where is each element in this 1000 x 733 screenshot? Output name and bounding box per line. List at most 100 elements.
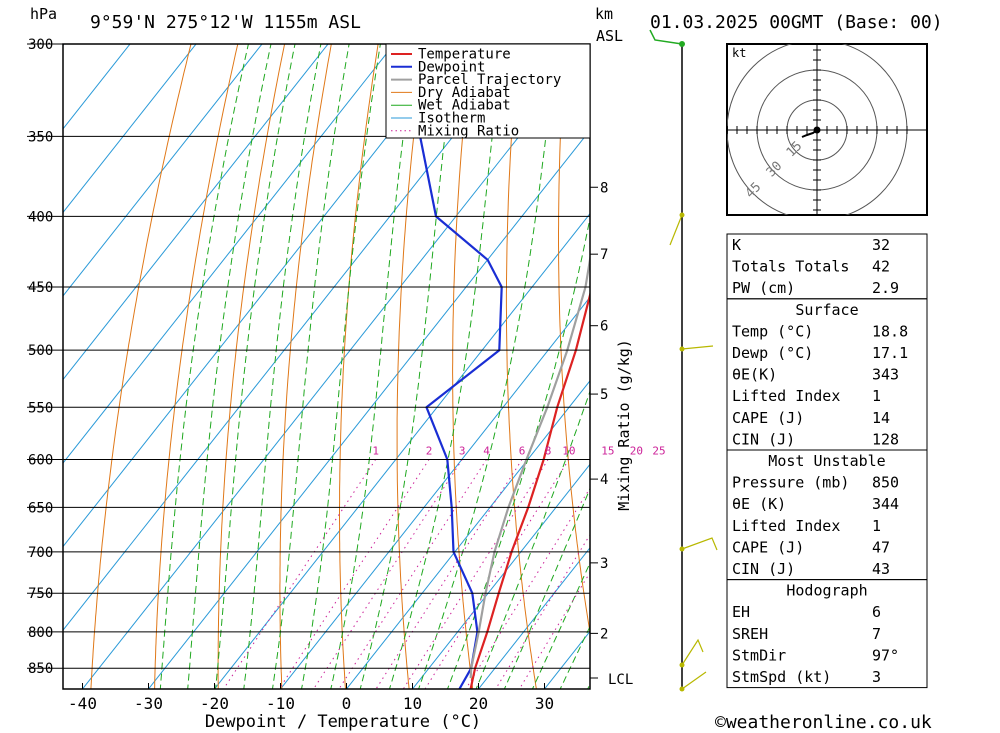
wet-adiabat-line	[388, 44, 504, 689]
indices-row-label: StmDir	[732, 646, 786, 664]
indices-row-label: K	[732, 236, 741, 254]
indices-row-value: 43	[872, 560, 890, 578]
pressure-label: 550	[28, 400, 53, 416]
dewpoint-profile-line	[406, 44, 503, 689]
wind-barb	[669, 214, 683, 246]
mixing-ratio-label: 20	[630, 444, 643, 457]
pressure-label: 650	[28, 500, 53, 516]
indices-section-title: Hodograph	[786, 582, 867, 600]
wet-adiabat-line	[330, 44, 417, 689]
lcl-label: LCL	[608, 672, 633, 688]
mixing-ratio-line	[278, 459, 430, 689]
legend-label: Wet Adiabat	[418, 98, 511, 114]
isotherm-line	[147, 129, 590, 689]
wet-adiabat-line	[418, 44, 557, 689]
axis-labels: 1 2 3 4 6 8 10 15 20 2530035040045050055060065070…	[27, 37, 666, 713]
height-tick-label: 6	[600, 319, 608, 335]
indices-row-label: Lifted Index	[732, 517, 840, 535]
indices-row-value: 7	[872, 625, 881, 643]
indices-row-label: EH	[732, 603, 750, 621]
legend-label: Mixing Ratio	[418, 123, 519, 139]
indices-table: K 32 Totals Totals 42 PW (cm) 2.9 Surface Temp …	[726, 233, 928, 689]
temperature-tick-label: -20	[200, 694, 229, 713]
indices-section-title: Surface	[795, 301, 858, 319]
indices-row-label: CIN (J)	[732, 430, 795, 448]
indices-row-value: 97°	[872, 646, 899, 664]
dry-adiabat-line	[936, 3, 1000, 703]
indices-row-value: 14	[872, 409, 890, 427]
pressure-label: 300	[28, 37, 53, 53]
temperature-profile-line	[469, 290, 590, 689]
isotherm-line	[213, 212, 590, 689]
dry-adiabat-line	[396, 44, 426, 689]
wet-adiabat-line	[159, 44, 249, 689]
wet-adiabat-line	[243, 44, 322, 689]
wind-barb	[649, 29, 683, 45]
wind-marker	[679, 662, 685, 668]
legend-label: Isotherm	[418, 111, 485, 127]
wind-barb	[681, 345, 714, 350]
indices-row-value: 32	[872, 236, 890, 254]
mixing-ratio-line	[518, 571, 590, 689]
indices-row-label: θE (K)	[732, 495, 786, 513]
dry-adiabat-line	[217, 44, 286, 689]
location-title: 9°59'N 275°12'W 1155m ASL	[90, 12, 361, 33]
indices-row-label: Pressure (mb)	[732, 474, 849, 492]
wind-barb	[681, 638, 704, 666]
indices-row-value: 128	[872, 430, 899, 448]
pressure-label: 450	[28, 280, 53, 296]
x-axis-label: Dewpoint / Temperature (°C)	[205, 712, 481, 732]
pressure-label: 750	[28, 586, 53, 602]
dry-adiabat-line	[658, 3, 731, 703]
wet-adiabat-line	[531, 561, 590, 689]
legend-label: Temperature	[418, 47, 511, 63]
dry-adiabat-line	[452, 44, 474, 689]
temperature-tick-label: 0	[342, 694, 352, 713]
wet-adiabat-line	[300, 44, 381, 689]
mixing-ratio-label: 8	[545, 444, 552, 457]
credit-text: ©weatheronline.co.uk	[715, 712, 932, 733]
indices-row-label: Temp (°C)	[732, 322, 813, 340]
dry-adiabat-line	[279, 44, 332, 689]
dry-adiabat-line	[90, 44, 192, 689]
datetime-title: 01.03.2025 00GMT (Base: 00)	[650, 12, 943, 33]
indices-row-label: CAPE (J)	[732, 409, 804, 427]
mixing-ratio-label: 6	[519, 444, 526, 457]
wind-barb	[681, 671, 707, 690]
wind-marker	[679, 212, 685, 218]
indices-row-label: θE(K)	[732, 366, 777, 384]
indices-row-label: CAPE (J)	[732, 538, 804, 556]
indices-row-label: PW (cm)	[732, 279, 795, 297]
wind-barb	[681, 537, 718, 551]
isotherm-line	[63, 44, 197, 214]
indices-section-title: Most Unstable	[768, 452, 885, 470]
pressure-label: 600	[28, 452, 53, 468]
indices-row-value: 1	[872, 387, 881, 405]
height-ref-label: ASL	[596, 27, 623, 45]
isotherm-line	[345, 379, 590, 689]
pressure-label: 850	[28, 661, 53, 677]
indices-row-value: 2.9	[872, 279, 899, 297]
indices-row-label: Totals Totals	[732, 258, 849, 276]
temperature-tick-label: 30	[535, 694, 554, 713]
mixing-ratio-line	[424, 459, 570, 689]
dry-adiabat-line	[981, 3, 1000, 703]
height-tick-label: 5	[600, 387, 608, 403]
temperature-tick-label: 20	[469, 694, 488, 713]
indices-row-value: 1	[872, 517, 881, 535]
mixing-ratio-label: 4	[483, 444, 490, 457]
wind-marker	[679, 686, 685, 692]
height-unit-label: km	[595, 5, 613, 23]
indices-row-value: 47	[872, 538, 890, 556]
indices-row-label: StmSpd (kt)	[732, 668, 831, 686]
indices-row-value: 17.1	[872, 344, 908, 362]
legend-label: Dewpoint	[418, 59, 485, 75]
dry-adiabat-line	[154, 44, 239, 689]
mixing-ratio-line	[338, 459, 487, 689]
temperature-tick-label: -10	[266, 694, 295, 713]
isotherm-line	[411, 463, 590, 689]
indices-row-value: 18.8	[872, 322, 908, 340]
temperature-tick-label: -40	[68, 694, 97, 713]
hodograph-unit-label: kt	[732, 46, 746, 60]
